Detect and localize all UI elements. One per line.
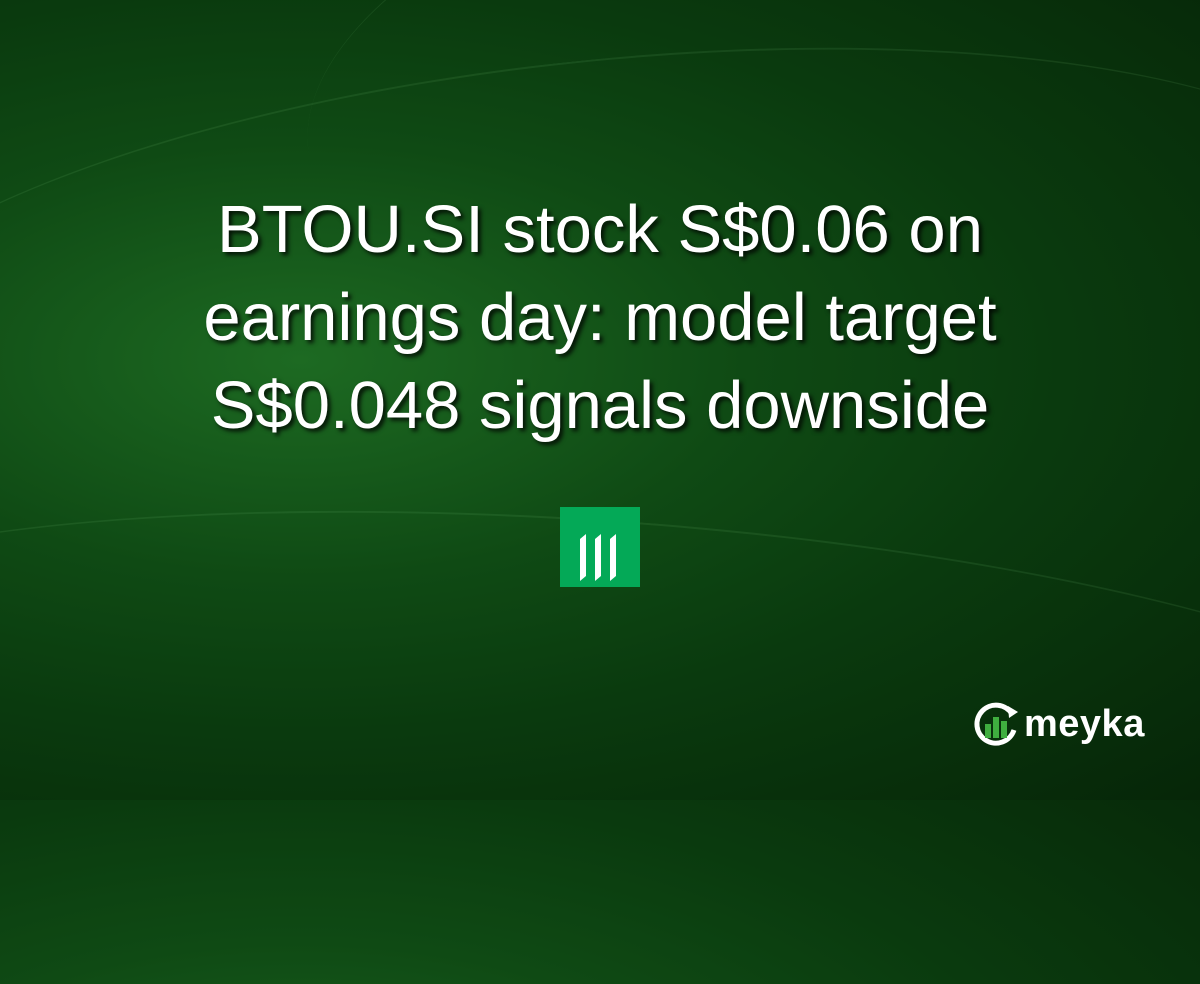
headline: BTOU.SI stock S$0.06 on earnings day: mo… bbox=[0, 186, 1200, 450]
headline-line-1: BTOU.SI stock S$0.06 on bbox=[217, 192, 983, 267]
brand-name: meyka bbox=[1024, 702, 1145, 745]
headline-line-3: S$0.048 signals downside bbox=[210, 368, 990, 443]
three-bars-logo-icon bbox=[560, 507, 640, 587]
headline-line-2: earnings day: model target bbox=[203, 280, 997, 355]
meyka-chart-logo-icon bbox=[974, 702, 1018, 746]
meyka-logo: meyka bbox=[972, 700, 1145, 748]
